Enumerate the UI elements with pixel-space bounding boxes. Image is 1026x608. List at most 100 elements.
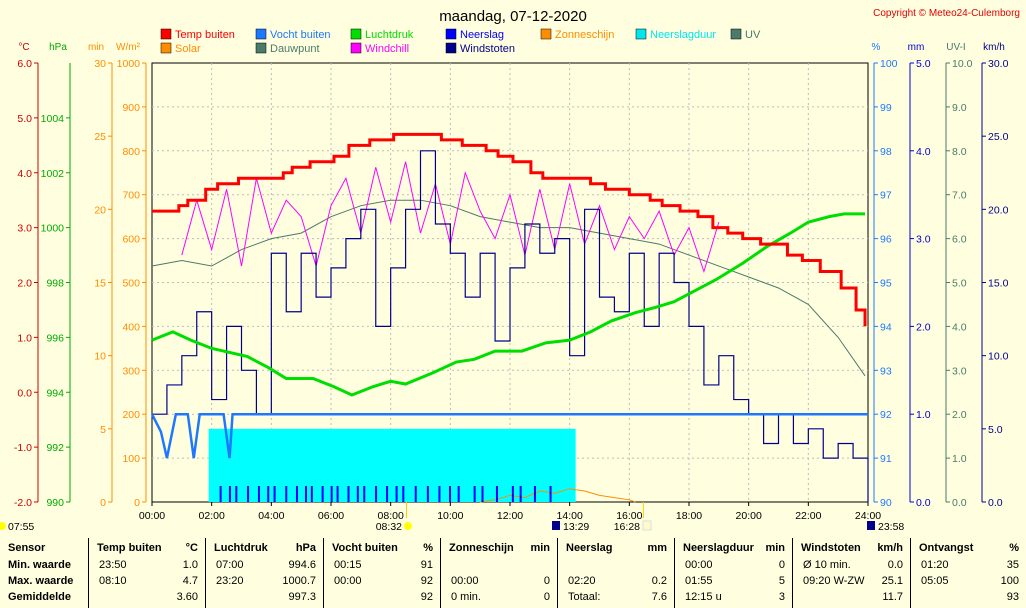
copyright-notice: Copyright © Meteo24-Culemborg <box>873 8 1020 19</box>
stats-cell-value: 0.2 <box>651 575 667 587</box>
left-axis-tick-label: 1004 <box>41 113 65 125</box>
right-axis-tick-label: 97 <box>880 190 892 202</box>
rain-icon <box>552 521 560 530</box>
left-axis-unit: min <box>88 42 104 53</box>
x-axis-tick-label: 02:00 <box>199 510 225 522</box>
stats-header-label: Temp buiten <box>97 542 162 554</box>
stats-row: 23:50 1.0 <box>89 559 206 575</box>
stats-row: 92 <box>324 591 441 607</box>
stats-row: 00:00 0 <box>675 559 793 575</box>
right-axis-tick-label: 0.0 <box>916 497 931 509</box>
right-axis-tick-label: 4.0 <box>952 321 967 333</box>
left-axis-tick-label: 1000 <box>41 223 65 235</box>
marker-rain: 13:29 <box>552 521 589 533</box>
right-axis-tick-label: 20.0 <box>988 204 1009 216</box>
marker-sun: 07:55 <box>0 521 34 533</box>
right-axis-unit: km/h <box>983 42 1005 53</box>
series-temp-buiten-line <box>152 132 867 327</box>
weather-chart: maandag, 07-12-2020 Copyright © Meteo24-… <box>0 8 1020 533</box>
legend-swatch <box>350 42 362 54</box>
stats-row: 0 min. 0 <box>441 591 558 607</box>
left-axis-tick-label: 30 <box>94 58 106 70</box>
stats-cell-value: 92 <box>420 591 433 603</box>
stats-cell-value: 0.0 <box>887 559 903 571</box>
x-axis-tick-label: 08:00 <box>378 510 404 522</box>
sun-icon <box>404 522 412 530</box>
statistics-table: Sensor Min. waarde Max. waarde Gemiddelde Te… <box>0 538 1026 608</box>
series-vocht-buiten-line <box>150 412 868 459</box>
left-axis-tick-label: 3.0 <box>17 223 32 235</box>
right-axis-tick-label: 3.0 <box>916 234 931 246</box>
stats-row: Min. waarde <box>0 559 88 575</box>
left-axis-tick-label: 20 <box>94 204 106 216</box>
left-axis-tick-label: 300 <box>122 365 140 377</box>
left-axis-tick-label: 0 <box>134 497 140 509</box>
stats-cell-label: 12:15 u <box>685 591 722 603</box>
right-axis-tick-label: 7.0 <box>952 190 967 202</box>
stats-row: 08:10 4.7 <box>89 575 206 591</box>
stats-cell-label: 07:00 <box>216 559 244 571</box>
stats-cell-value: 7.6 <box>651 591 667 603</box>
stats-row: Totaal: 7.6 <box>558 591 675 607</box>
chart-title: maandag, 07-12-2020 <box>439 8 587 25</box>
stats-cell-value: 997.3 <box>288 591 316 603</box>
stats-row: 23:20 1000.7 <box>206 575 324 591</box>
right-axis-unit: UV-I <box>946 42 965 53</box>
stats-cell-label: 02:20 <box>568 575 596 587</box>
right-axis-tick-label: 4.0 <box>916 146 931 158</box>
stats-row: 07:00 994.6 <box>206 559 324 575</box>
right-axis-tick-label: 92 <box>880 409 892 421</box>
stats-header-label: Vocht buiten <box>332 542 398 554</box>
stats-row: 3.60 <box>89 591 206 607</box>
stats-cell-value: 5 <box>778 575 785 587</box>
stats-cell-label: 09:20 W-ZW <box>803 575 865 587</box>
legend-label: Windchill <box>365 43 409 55</box>
right-axis-tick-label: 98 <box>880 146 892 158</box>
left-axis-tick-label: 25 <box>94 131 106 143</box>
legend-label: Zonneschijn <box>555 29 614 41</box>
x-axis-tick-label: 12:00 <box>497 510 523 522</box>
stats-cell-label: Max. waarde <box>8 575 74 587</box>
stats-header-label: Sensor <box>8 542 46 554</box>
right-axis-tick-label: 2.0 <box>952 409 967 421</box>
legend: Temp buiten Vocht buiten Luchtdruk Neerslag… <box>160 28 761 55</box>
stats-cell-value: 1000.7 <box>282 575 316 587</box>
right-axis-tick-label: 95 <box>880 278 892 290</box>
marker-set: 16:28 <box>614 520 652 533</box>
left-axis-tick-label: 1.0 <box>17 332 32 344</box>
legend-swatch <box>160 28 172 40</box>
stats-column: Neerslag mm 02:20 0.2 Totaal: 7.6 <box>557 538 675 608</box>
right-axis-tick-label: 5.0 <box>952 278 967 290</box>
stats-header: Vocht buiten% <box>324 542 441 558</box>
left-axis-tick-label: 998 <box>46 278 64 290</box>
stats-header: Ontvangst% <box>911 542 1026 558</box>
stats-cell-value: 1.0 <box>182 559 198 571</box>
x-axis-tick-label: 22:00 <box>795 510 821 522</box>
stats-header-unit: min <box>765 542 785 554</box>
x-axis-tick-label: 06:00 <box>318 510 344 522</box>
stats-header-label: Windstoten <box>801 542 861 554</box>
axes: °C 6.0 5.0 4.0 3.0 2.0 1.0 0.0 -1.0 -2.0 hPa 1004 10… <box>14 42 1009 509</box>
stats-cell-label: 00:00 <box>334 575 362 587</box>
left-axis-tick-label: 900 <box>122 102 140 114</box>
left-axis-tick-label: 996 <box>46 332 64 344</box>
legend-label: UV <box>745 29 761 41</box>
marker-rain: 23:58 <box>867 521 904 533</box>
stats-column: Luchtdruk hPa 07:00 994.6 23:20 1000.7 997.3 <box>205 538 324 608</box>
stats-header: Neerslag mm <box>558 542 675 558</box>
legend-label: Temp buiten <box>175 29 235 41</box>
stats-cell-label: 23:20 <box>216 575 244 587</box>
stats-column: Ontvangst% 01:20 35 05:05 100 93 <box>910 538 1026 608</box>
right-axis-unit: % <box>872 42 881 53</box>
left-axis-unit: °C <box>18 42 29 53</box>
legend-swatch <box>540 28 552 40</box>
series-neerslag-ticks <box>219 486 552 502</box>
stats-row: 11.7 <box>793 591 911 607</box>
stats-cell-value: 35 <box>1006 559 1019 571</box>
left-axis-tick-label: 5.0 <box>17 113 32 125</box>
marker-time: 16:28 <box>614 521 640 533</box>
stats-cell-label: 00:00 <box>451 575 479 587</box>
x-axis-tick-label: 16:00 <box>616 510 642 522</box>
stats-row: 02:20 0.2 <box>558 575 675 591</box>
left-axis-tick-label: 0 <box>100 497 106 509</box>
